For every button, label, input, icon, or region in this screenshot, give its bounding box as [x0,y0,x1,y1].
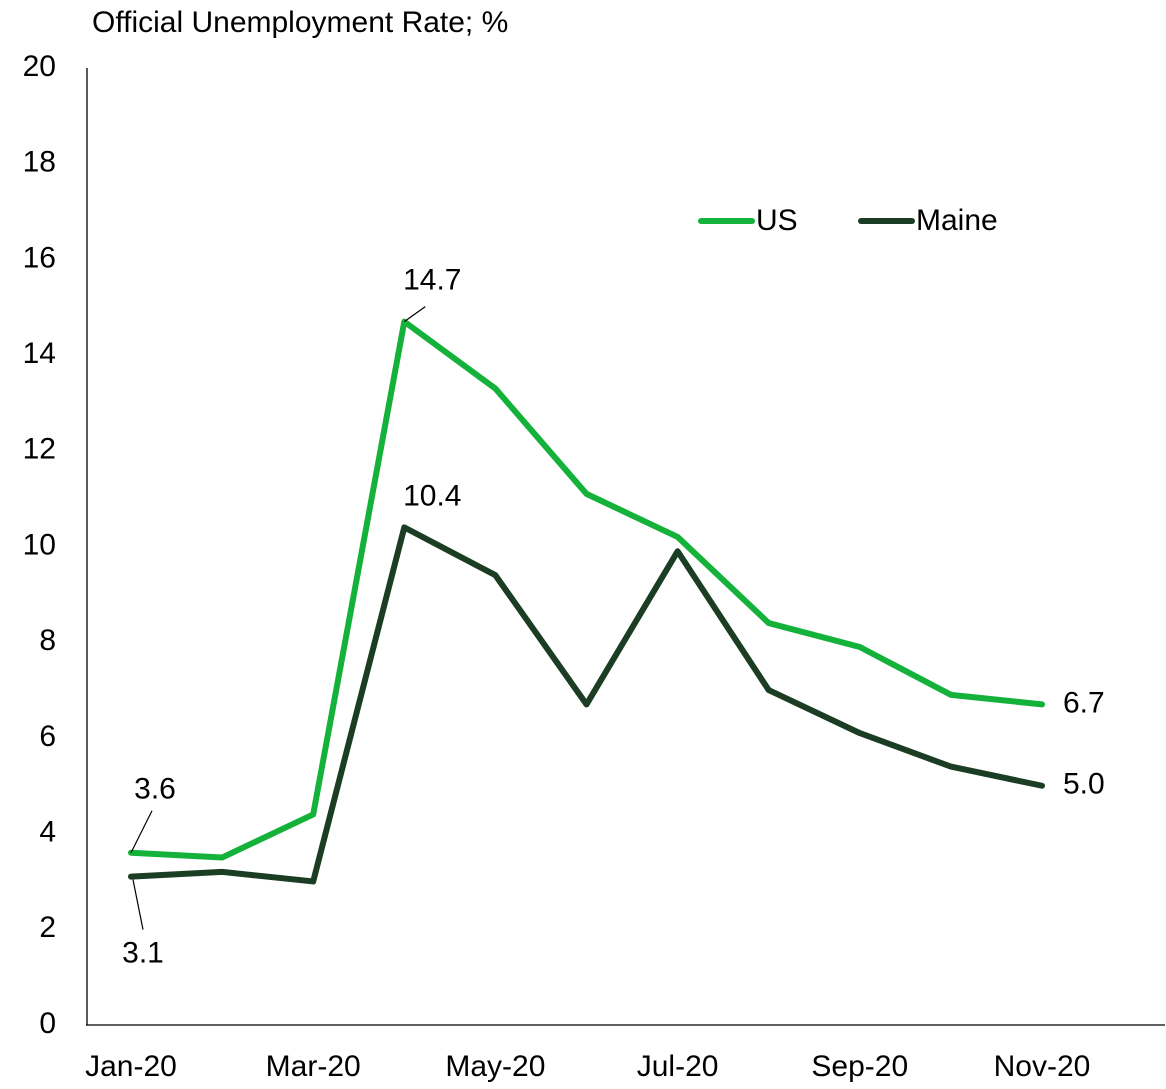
y-tick-label: 12 [23,433,56,466]
y-tick-label: 2 [39,911,56,944]
y-tick-label: 0 [39,1007,56,1040]
data-label: 3.6 [134,773,176,806]
x-tick-label: Jan-20 [85,1050,177,1083]
data-label: 10.4 [403,479,461,512]
chart-title: Official Unemployment Rate; % [92,6,508,39]
series-line [128,318,1045,861]
leader-line [403,306,426,323]
y-tick-label: 10 [23,528,56,561]
y-tick-label: 18 [23,146,56,179]
data-label: 6.7 [1063,686,1105,719]
leader-line [132,879,144,930]
x-tick-label: May-20 [445,1050,545,1083]
y-tick-label: 8 [39,624,56,657]
y-tick-label: 20 [23,50,56,83]
y-tick-label: 6 [39,720,56,753]
leader-line [130,810,153,854]
x-tick-label: Mar-20 [266,1050,361,1083]
data-label: 5.0 [1063,768,1105,801]
y-tick-label: 4 [39,816,56,849]
x-tick-label: Jul-20 [637,1050,719,1083]
legend-label: US [756,204,798,237]
x-tick-label: Nov-20 [994,1050,1091,1083]
x-tick-label: Sep-20 [811,1050,908,1083]
y-tick-label: 16 [23,241,56,274]
legend-label: Maine [916,204,998,237]
data-label: 14.7 [403,264,461,297]
data-label: 3.1 [122,937,164,970]
series-line [128,524,1045,885]
y-tick-label: 14 [23,337,56,370]
